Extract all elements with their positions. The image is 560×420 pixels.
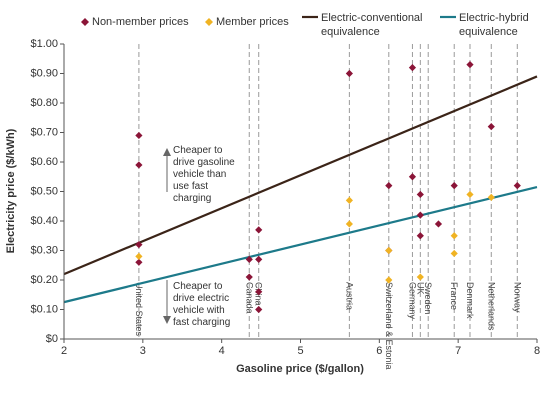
x-tick-label: 5 [297,345,303,357]
annotation-line: use fast [173,181,208,192]
non-member-point [245,273,253,281]
country-label: France [449,282,459,310]
country-label: United States [134,282,144,337]
non-member-point [245,255,253,263]
non-member-point [385,182,393,190]
legend-member-label: Member prices [216,16,289,28]
annotation-electric: Cheaper to drive electric vehicle with fast… [163,280,230,328]
y-tick-label: $0.50 [30,185,58,197]
member-point [416,273,424,281]
country-label: Germany [407,282,417,320]
non-member-point [434,220,443,228]
x-tick-label: 2 [61,345,67,357]
annotation-gasoline-text: Cheaper to drive gasoline vehicle than use … [173,145,235,204]
country-labels: United StatesCanadaChinaAustriaSwitzerla… [134,282,522,370]
legend: Non-member prices Member prices Electric… [81,12,532,38]
y-tick-label: $0.10 [30,303,58,315]
non-member-point [135,161,143,169]
non-member-point [135,131,143,140]
legend-member-marker [205,18,213,26]
member-point [450,232,458,240]
non-member-point [345,69,353,78]
x-axis-title: Gasoline price ($/gallon) [236,363,364,375]
non-member-point [487,123,495,131]
legend-non-member-marker [81,18,89,26]
country-label: UK [415,282,425,295]
x-tick-label: 8 [534,345,540,357]
y-ticks: $0 $0.10 $0.20 $0.30 $0.40 $0.50 $0.60 $0.70 $0.… [30,38,64,345]
equivalence-lines [63,75,538,304]
non-member-point [135,258,143,266]
y-tick-label: $0.30 [30,244,58,256]
hybrid-equivalence-line [63,186,538,304]
non-member-point [416,232,424,240]
x-tick-label: 4 [219,345,225,357]
country-label: Switzerland & Estonia [384,282,394,370]
y-axis-title: Electricity price ($/kWh) [5,128,17,253]
non-member-point [450,182,458,190]
annotation-line: vehicle with [173,305,225,316]
member-point [345,196,353,204]
y-tick-label: $0.70 [30,126,58,138]
annotation-gasoline: Cheaper to drive gasoline vehicle than use … [163,145,235,204]
member-point [345,220,353,228]
annotation-line: drive gasoline [173,157,235,168]
y-tick-label: $0.40 [30,215,58,227]
non-member-point [416,211,424,219]
country-label: Sweden [423,282,433,315]
non-member-point [513,182,521,190]
member-point [385,246,393,255]
non-member-point [135,241,143,249]
y-tick-label: $0.20 [30,274,58,286]
y-tick-label: $0.60 [30,156,58,168]
y-tick-label: $0.90 [30,67,58,79]
non-member-point [408,173,417,181]
non-member-point [255,288,263,296]
annotation-line: fast charging [173,317,230,328]
annotation-line: Cheaper to [173,281,223,292]
x-tick-label: 7 [455,345,461,357]
country-label: Austria [344,282,354,310]
country-label: Denmark [465,282,475,319]
x-tick-label: 3 [140,345,146,357]
annotation-line: vehicle than [173,169,226,180]
country-label: Netherlands [486,282,496,331]
annotation-electric-text: Cheaper to drive electric vehicle with fast… [173,281,230,328]
legend-non-member-label: Non-member prices [92,16,189,28]
y-tick-label: $1.00 [30,38,58,50]
member-point [385,276,393,284]
member-point [135,252,143,260]
legend-hybrid-label: Electric-hybrid equivalence [459,12,532,38]
legend-conventional-label: Electric-conventional equivalence [321,12,426,38]
country-label: Canada [244,282,254,314]
member-point [450,249,458,258]
conventional-equivalence-line [63,75,538,276]
non-member-point [408,64,417,72]
member-point [487,193,495,201]
arrow-up-head [163,148,171,156]
y-tick-label: $0.80 [30,97,58,109]
y-tick-label: $0 [46,333,58,345]
x-ticks: 2 3 4 5 6 7 8 [61,339,540,357]
non-member-point [416,190,424,199]
member-point [466,190,474,199]
non-member-point [255,255,263,263]
annotation-line: drive electric [173,293,229,304]
non-member-point [466,61,474,69]
annotation-line: charging [173,193,211,204]
country-label: Norway [512,282,522,313]
data-points [135,61,521,314]
x-tick-label: 6 [376,345,382,357]
non-member-point [255,305,263,314]
non-member-point [255,226,263,234]
arrow-down-head [163,316,171,324]
annotation-line: Cheaper to [173,145,223,156]
